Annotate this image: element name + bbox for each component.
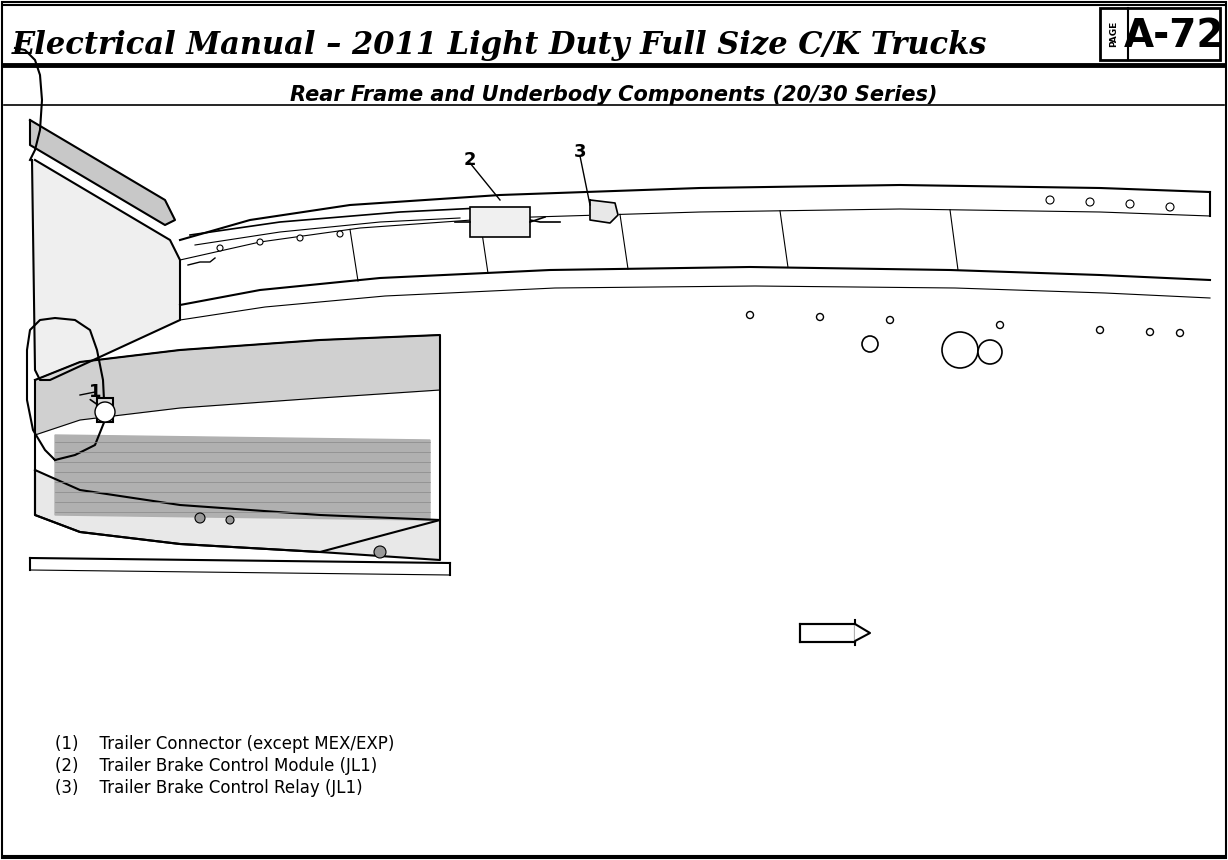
Text: PAGE: PAGE (1110, 21, 1119, 47)
Bar (470, 207, 530, 237)
Text: (3)    Trailer Brake Control Relay (JL1): (3) Trailer Brake Control Relay (JL1) (55, 779, 362, 797)
Circle shape (996, 322, 1003, 329)
Circle shape (1126, 200, 1133, 208)
Polygon shape (589, 200, 618, 223)
Circle shape (1167, 203, 1174, 211)
Circle shape (336, 231, 343, 237)
Circle shape (1097, 327, 1104, 334)
Polygon shape (855, 620, 869, 645)
Circle shape (257, 239, 263, 245)
Text: (2)    Trailer Brake Control Module (JL1): (2) Trailer Brake Control Module (JL1) (55, 757, 377, 775)
Circle shape (1086, 198, 1094, 206)
Bar (97, 398, 113, 422)
Polygon shape (36, 470, 440, 560)
Circle shape (942, 332, 977, 368)
Text: 3: 3 (573, 143, 586, 161)
Circle shape (217, 245, 223, 251)
Circle shape (977, 340, 1002, 364)
Circle shape (817, 314, 824, 321)
Circle shape (226, 516, 235, 524)
Polygon shape (55, 435, 430, 520)
Text: (1)    Trailer Connector (except MEX/EXP): (1) Trailer Connector (except MEX/EXP) (55, 735, 394, 753)
Bar (10, 108, 1218, 730)
Circle shape (1046, 196, 1054, 204)
Circle shape (297, 235, 303, 241)
Circle shape (375, 546, 386, 558)
Bar (799, 624, 855, 642)
Circle shape (1147, 329, 1153, 335)
Text: 1: 1 (88, 383, 101, 401)
Circle shape (195, 513, 205, 523)
Polygon shape (29, 120, 176, 225)
Circle shape (95, 402, 115, 422)
Polygon shape (32, 160, 181, 380)
Polygon shape (36, 335, 440, 435)
Circle shape (747, 311, 754, 318)
Circle shape (1176, 329, 1184, 336)
Text: A-72: A-72 (1124, 17, 1224, 55)
Bar (1100, 8, 1219, 60)
Text: Electrical Manual – 2011 Light Duty Full Size C/K Trucks: Electrical Manual – 2011 Light Duty Full… (12, 30, 987, 61)
Text: Rear Frame and Underbody Components (20/30 Series): Rear Frame and Underbody Components (20/… (290, 85, 938, 105)
Text: 2: 2 (464, 151, 476, 169)
Circle shape (862, 336, 878, 352)
Circle shape (887, 316, 894, 323)
